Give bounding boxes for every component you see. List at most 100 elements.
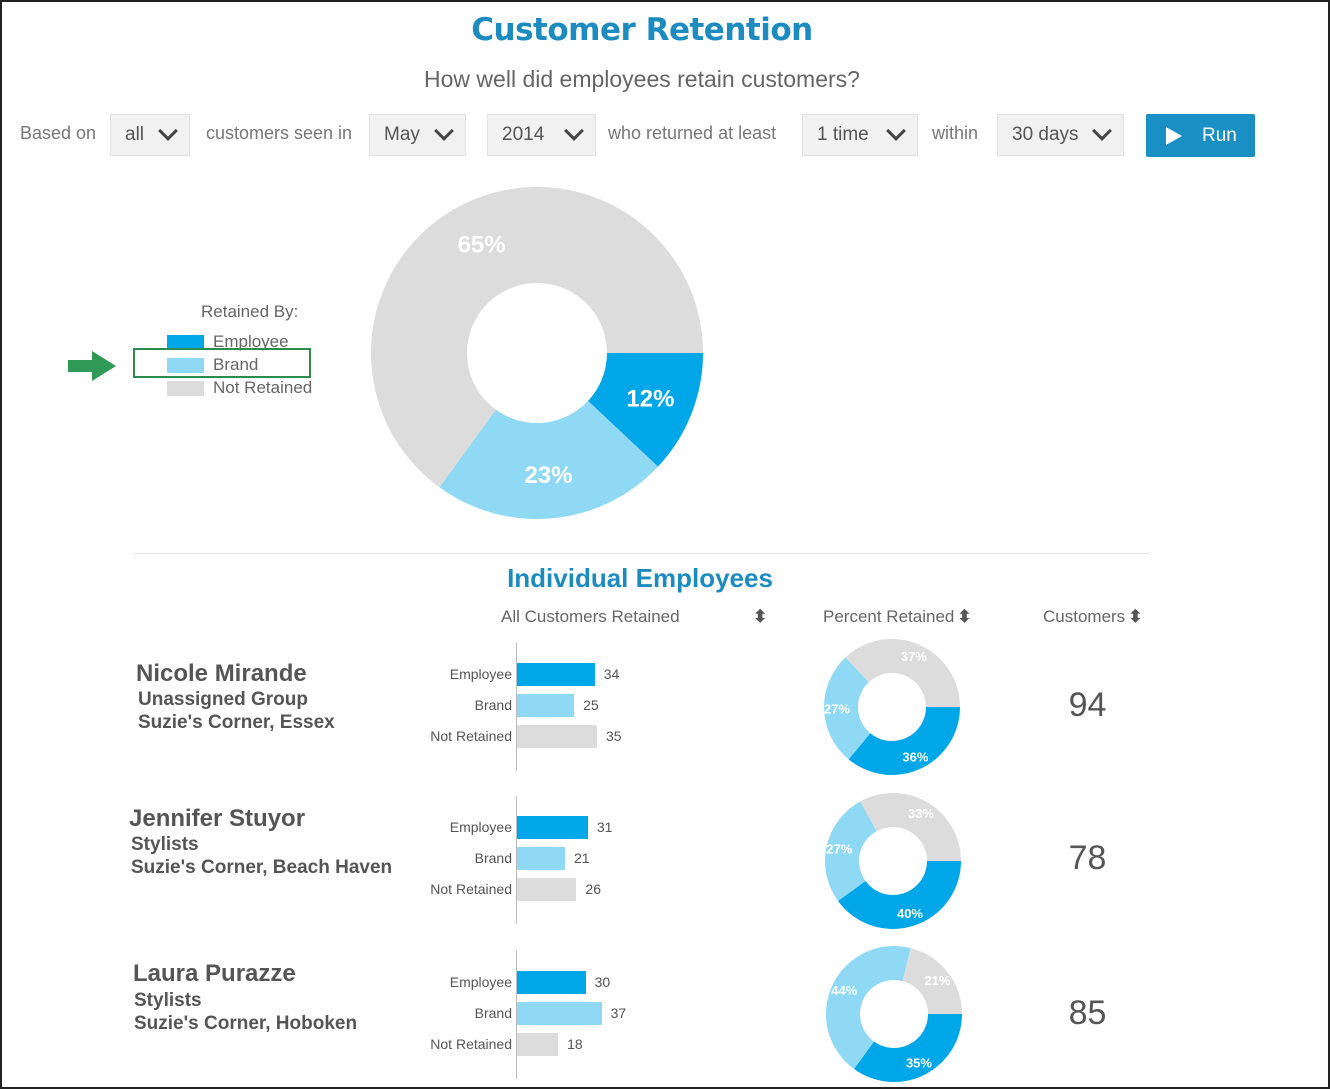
chevron-down-icon [158, 121, 178, 141]
chevron-down-icon [886, 121, 906, 141]
retention-donut-chart: 12% 23% 65% [370, 186, 703, 519]
bar-category-label: Brand [474, 697, 512, 713]
employee-percent-donut: 36% 27% 37% [824, 639, 960, 775]
mini-donut-label: 44% [831, 983, 857, 998]
column-header-retained[interactable]: All Customers Retained [501, 607, 680, 627]
bar [517, 816, 588, 839]
bar-value-label: 34 [603, 666, 620, 682]
bar-value-label: 35 [606, 728, 622, 744]
employee-percent-donut: 40% 27% 33% [825, 793, 961, 929]
days-value: 30 days [1012, 124, 1079, 145]
main-donut-slice [588, 353, 703, 467]
mini-donut-slice [825, 801, 877, 901]
based-on-select[interactable]: all [110, 114, 190, 156]
chevron-down-icon [564, 121, 584, 141]
green-arrow-icon [68, 351, 116, 381]
customer-count: 78 [1068, 839, 1107, 877]
legend-item-employee[interactable]: Employee [167, 332, 289, 352]
bar-value-label: 21 [574, 850, 590, 866]
bar-value-label: 25 [583, 697, 599, 713]
mini-donut-label: 27% [826, 842, 852, 857]
bar [517, 663, 595, 686]
bar [517, 694, 575, 717]
bar-axis [516, 796, 517, 924]
mini-donut-label: 36% [902, 749, 928, 764]
legend-swatch [167, 380, 204, 396]
bar-category-label: Brand [474, 1005, 512, 1021]
seen-in-label: customers seen in [206, 123, 353, 143]
employee-group: Stylists [131, 834, 199, 855]
returned-label: who returned at least [608, 123, 777, 143]
legend-item-not-retained[interactable]: Not Retained [167, 378, 312, 398]
days-select[interactable]: 30 days [997, 114, 1124, 156]
legend-swatch [167, 357, 204, 373]
bar [517, 878, 577, 901]
times-select[interactable]: 1 time [802, 114, 918, 156]
based-on-label: Based on [20, 123, 97, 143]
employee-location: Suzie's Corner, Hoboken [134, 1013, 358, 1034]
main-donut-slice [439, 400, 659, 519]
bar-category-label: Not Retained [430, 1036, 512, 1052]
legend-label: Not Retained [213, 378, 313, 397]
mini-donut-label: 35% [906, 1056, 932, 1071]
main-donut-slice [370, 186, 703, 488]
highlight-box [133, 348, 311, 378]
bar-category-label: Employee [449, 819, 512, 835]
bar-value-label: 37 [610, 1005, 627, 1021]
bar-category-label: Brand [474, 850, 512, 866]
page-subtitle: How well did employees retain customers? [424, 66, 860, 92]
times-value: 1 time [817, 124, 869, 145]
bar-value-label: 31 [596, 819, 613, 835]
year-select[interactable]: 2014 [487, 114, 596, 156]
mini-donut-slice [826, 946, 911, 1070]
bar-category-label: Employee [449, 666, 512, 682]
legend-swatch [167, 334, 204, 350]
employee-name: Jennifer Stuyor [129, 805, 306, 832]
customer-count: 85 [1068, 994, 1107, 1032]
legend-item-brand[interactable]: Brand [167, 355, 258, 375]
play-icon [1166, 126, 1182, 145]
column-header-label: Percent Retained [823, 607, 955, 626]
column-header-customers[interactable]: Customers ⬍ [1043, 607, 1142, 627]
mini-donut-slice [848, 707, 960, 775]
page-title: Customer Retention [471, 12, 813, 48]
mini-donut-slice [902, 948, 962, 1014]
main-donut-label: 12% [626, 385, 674, 412]
employee-name: Laura Purazze [133, 960, 296, 987]
mini-donut-label: 33% [908, 806, 934, 821]
bar-axis [516, 643, 517, 771]
employees-section-title: Individual Employees [507, 563, 773, 593]
section-divider [134, 553, 1149, 554]
legend-label: Employee [213, 332, 289, 351]
month-select[interactable]: May [369, 114, 466, 156]
bar [517, 971, 586, 994]
bar-category-label: Not Retained [430, 728, 512, 744]
employee-name: Nicole Mirande [136, 660, 307, 687]
bar-category-label: Employee [449, 974, 512, 990]
sort-icon[interactable]: ⬍ [1128, 607, 1143, 626]
column-header-label: Customers [1043, 607, 1126, 626]
sort-icon[interactable]: ⬍ [753, 607, 768, 626]
mini-donut-label: 40% [897, 906, 923, 921]
column-header-percent[interactable]: Percent Retained ⬍ [823, 607, 972, 627]
bar [517, 847, 565, 870]
run-label: Run [1202, 124, 1237, 146]
bar-value-label: 26 [585, 881, 601, 897]
employee-location: Suzie's Corner, Beach Haven [131, 857, 393, 878]
mini-donut-label: 21% [924, 973, 950, 988]
mini-donut-slice [860, 793, 961, 861]
chevron-down-icon [434, 121, 454, 141]
main-donut-label: 65% [458, 232, 506, 259]
legend-title: Retained By: [201, 302, 299, 321]
mini-donut-slice [854, 1014, 962, 1082]
mini-donut-label: 37% [901, 649, 927, 664]
run-button[interactable]: Run [1146, 114, 1255, 157]
bar [517, 1002, 602, 1025]
sort-icon[interactable]: ⬍ [957, 607, 972, 626]
legend-label: Brand [213, 355, 259, 374]
employee-percent-donut: 35% 44% 21% [826, 946, 962, 1082]
employee-location: Suzie's Corner, Essex [138, 712, 335, 733]
column-header-label: All Customers Retained [501, 607, 680, 626]
bar-value-label: 30 [594, 974, 611, 990]
